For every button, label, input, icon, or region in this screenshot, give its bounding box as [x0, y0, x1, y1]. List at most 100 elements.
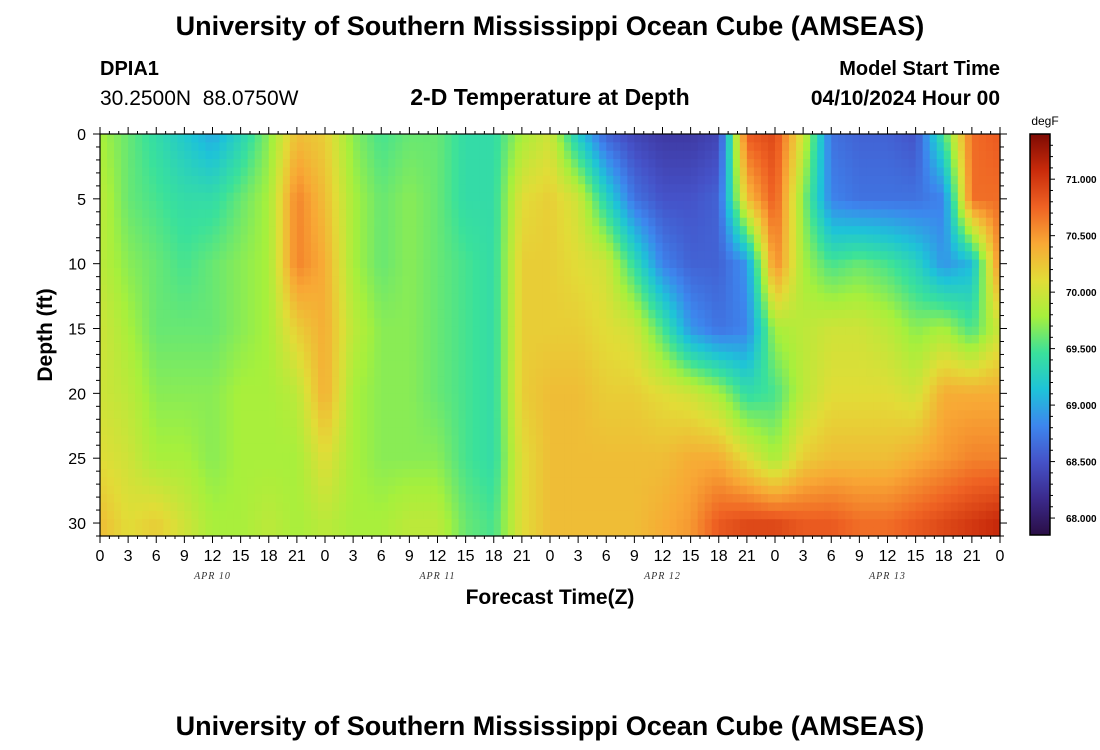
heatmap-cell	[831, 142, 839, 152]
heatmap-cell	[409, 326, 418, 336]
heatmap-cell	[655, 184, 664, 194]
heatmap-cell	[725, 410, 734, 420]
heatmap-cell	[416, 201, 425, 210]
heatmap-cell	[465, 293, 474, 303]
heatmap-cell	[100, 242, 108, 252]
heatmap-cell	[718, 402, 727, 411]
heatmap-cell	[992, 443, 1001, 453]
heatmap-cell	[317, 134, 326, 143]
heatmap-cell	[866, 385, 875, 395]
heatmap-cell	[226, 209, 235, 219]
heatmap-cell	[325, 452, 333, 462]
heatmap-cell	[852, 368, 860, 378]
heatmap-cell	[592, 234, 600, 244]
heatmap-cell	[381, 234, 389, 244]
heatmap-cell	[810, 276, 818, 286]
heatmap-cell	[451, 393, 460, 403]
heatmap-cell	[128, 326, 136, 336]
heatmap-cell	[395, 134, 403, 143]
heatmap-cell	[866, 435, 875, 445]
heatmap-cell	[683, 226, 692, 236]
heatmap-cell	[275, 251, 284, 261]
heatmap-cell	[894, 268, 903, 277]
heatmap-cell	[676, 142, 685, 152]
heatmap-cell	[325, 159, 333, 169]
heatmap-cell	[796, 452, 804, 462]
heatmap-cell	[732, 410, 741, 420]
heatmap-cell	[346, 410, 354, 420]
heatmap-cell	[247, 226, 256, 236]
heatmap-cell	[711, 435, 720, 445]
heatmap-cell	[430, 184, 439, 194]
heatmap-cell	[943, 427, 952, 437]
heatmap-cell	[894, 201, 903, 210]
heatmap-cell	[402, 234, 410, 244]
heatmap-cell	[100, 418, 108, 428]
heatmap-cell	[838, 284, 846, 294]
heatmap-cell	[100, 309, 108, 319]
heatmap-cell	[887, 259, 896, 269]
heatmap-cell	[353, 259, 361, 269]
heatmap-cell	[859, 234, 868, 244]
heatmap-cell	[711, 150, 720, 160]
heatmap-cell	[325, 402, 333, 411]
heatmap-cell	[641, 184, 650, 194]
heatmap-cell	[957, 242, 966, 252]
heatmap-cell	[880, 217, 889, 227]
heatmap-cell	[339, 234, 347, 244]
heatmap-cell	[564, 134, 572, 143]
heatmap-cell	[641, 360, 650, 370]
heatmap-cell	[493, 134, 502, 143]
heatmap-cell	[339, 192, 347, 202]
heatmap-cell	[542, 318, 551, 328]
heatmap-cell	[880, 427, 889, 437]
heatmap-cell	[739, 293, 748, 303]
heatmap-cell	[599, 242, 607, 252]
heatmap-cell	[191, 159, 200, 169]
heatmap-cell	[296, 410, 305, 420]
heatmap-cell	[796, 209, 804, 219]
heatmap-cell	[240, 385, 249, 395]
heatmap-cell	[901, 159, 910, 169]
heatmap-cell	[943, 284, 952, 294]
heatmap-cell	[542, 368, 551, 378]
heatmap-cell	[704, 242, 713, 252]
heatmap-cell	[571, 309, 579, 319]
heatmap-cell	[599, 326, 607, 336]
heatmap-cell	[817, 234, 825, 244]
heatmap-cell	[599, 376, 607, 386]
heatmap-cell	[746, 175, 755, 185]
heatmap-cell	[205, 309, 214, 319]
heatmap-cell	[395, 318, 403, 328]
heatmap-cell	[416, 309, 425, 319]
heatmap-cell	[128, 234, 136, 244]
heatmap-cell	[782, 242, 790, 252]
heatmap-cell	[845, 452, 853, 462]
heatmap-cell	[346, 268, 354, 277]
heatmap-cell	[444, 385, 453, 395]
heatmap-cell	[156, 301, 164, 311]
heatmap-cell	[261, 427, 270, 437]
heatmap-cell	[205, 167, 214, 177]
heatmap-cell	[613, 192, 621, 202]
heatmap-cell	[606, 276, 614, 286]
heatmap-cell	[887, 184, 896, 194]
heatmap-cell	[528, 192, 537, 202]
heatmap-cell	[817, 159, 825, 169]
heatmap-cell	[521, 376, 530, 386]
heatmap-cell	[929, 201, 938, 210]
heatmap-cell	[191, 393, 200, 403]
heatmap-cell	[493, 301, 502, 311]
heatmap-cell	[465, 159, 474, 169]
heatmap-cell	[599, 234, 607, 244]
heatmap-cell	[845, 351, 853, 361]
heatmap-cell	[718, 150, 727, 160]
heatmap-cell	[662, 410, 671, 420]
heatmap-cell	[184, 242, 193, 252]
heatmap-cell	[402, 284, 410, 294]
heatmap-cell	[282, 209, 291, 219]
heatmap-cell	[964, 134, 973, 143]
heatmap-cell	[880, 268, 889, 277]
heatmap-cell	[395, 452, 403, 462]
heatmap-cell	[423, 343, 432, 353]
